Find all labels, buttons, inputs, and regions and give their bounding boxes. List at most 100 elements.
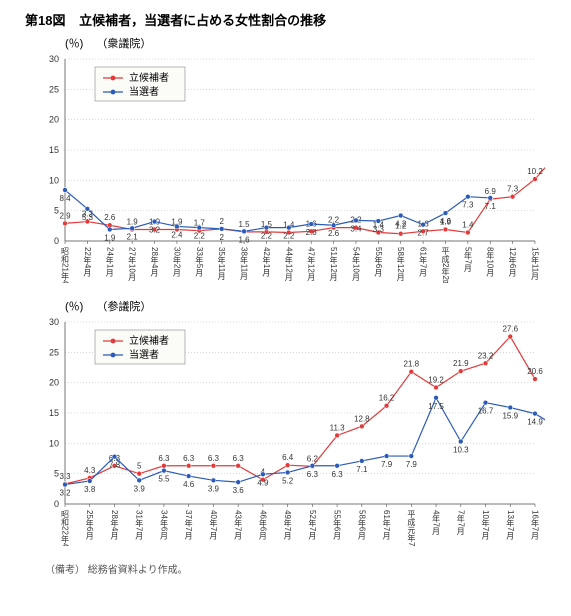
svg-text:5年7月: 5年7月 (463, 247, 472, 273)
svg-text:1.9: 1.9 (104, 233, 116, 242)
svg-text:昭和22年4月: 昭和22年4月 (61, 510, 70, 546)
svg-text:3.2: 3.2 (59, 489, 71, 498)
svg-text:34年6月: 34年6月 (159, 510, 168, 540)
figure-title: 立候補者，当選者に占める女性割合の推移 (79, 13, 326, 28)
svg-text:3.6: 3.6 (233, 486, 245, 495)
chart-canvas-2: 0 5 10 15 20 25 30 昭和22年4月 25年6月 28年4月 31年7月 34年6月 3… (25, 316, 556, 551)
svg-text:0: 0 (54, 236, 59, 246)
svg-text:54年10月: 54年10月 (351, 247, 360, 282)
svg-text:23.2: 23.2 (478, 351, 494, 360)
svg-text:37年7月: 37年7月 (184, 510, 193, 540)
svg-text:21.8: 21.8 (404, 360, 420, 369)
svg-text:19.2: 19.2 (428, 376, 444, 385)
svg-text:15: 15 (49, 408, 59, 418)
svg-text:15年11月: 15年11月 (531, 247, 540, 281)
svg-text:13年7月: 13年7月 (506, 510, 515, 540)
svg-text:61年7月: 61年7月 (382, 510, 391, 540)
svg-text:2.6: 2.6 (328, 229, 340, 238)
svg-text:28年4月: 28年4月 (110, 510, 119, 540)
svg-text:6.3: 6.3 (158, 454, 170, 463)
svg-text:44年12月: 44年12月 (284, 247, 293, 282)
svg-text:10: 10 (49, 438, 59, 448)
svg-text:平成元年7月: 平成元年7月 (407, 510, 416, 546)
svg-text:28年4月: 28年4月 (150, 247, 159, 277)
svg-text:8.4: 8.4 (59, 194, 71, 203)
svg-text:22年4月: 22年4月 (83, 247, 92, 277)
svg-text:12年6月: 12年6月 (508, 247, 517, 277)
svg-text:5: 5 (137, 462, 142, 471)
svg-text:21.9: 21.9 (453, 359, 469, 368)
svg-text:1.6: 1.6 (238, 235, 250, 244)
svg-text:7.9: 7.9 (381, 460, 393, 469)
svg-text:6.3: 6.3 (332, 470, 344, 479)
svg-text:61年7月: 61年7月 (419, 247, 428, 277)
svg-text:7.1: 7.1 (356, 465, 368, 474)
svg-text:47年12月: 47年12月 (307, 247, 316, 282)
svg-text:4.6: 4.6 (440, 217, 452, 226)
svg-text:2: 2 (219, 233, 224, 242)
svg-text:6.4: 6.4 (282, 453, 294, 462)
svg-text:6.3: 6.3 (233, 454, 245, 463)
svg-text:30年2月: 30年2月 (172, 247, 181, 277)
svg-text:15.9: 15.9 (502, 412, 518, 421)
y-axis-unit-1: (％) (65, 38, 83, 50)
svg-text:20: 20 (49, 378, 59, 388)
svg-text:12.8: 12.8 (354, 414, 370, 423)
svg-text:6.2: 6.2 (307, 454, 319, 463)
svg-text:5: 5 (54, 206, 59, 216)
svg-text:7.1: 7.1 (485, 202, 497, 211)
svg-text:16.7: 16.7 (478, 407, 494, 416)
svg-text:平成2年2月: 平成2年2月 (441, 247, 450, 283)
svg-text:3.3: 3.3 (59, 472, 71, 481)
svg-text:昭和21年4月: 昭和21年4月 (61, 247, 70, 283)
svg-text:42年1月: 42年1月 (262, 247, 271, 277)
svg-text:58年12月: 58年12月 (396, 247, 405, 282)
svg-text:30: 30 (49, 317, 59, 327)
svg-text:49年7月: 49年7月 (283, 510, 292, 540)
svg-text:2: 2 (219, 217, 224, 226)
svg-text:2.2: 2.2 (194, 232, 206, 241)
svg-text:2.4: 2.4 (171, 230, 183, 239)
svg-text:25: 25 (49, 347, 59, 357)
svg-text:6.3: 6.3 (208, 454, 220, 463)
svg-text:2.7: 2.7 (418, 229, 430, 238)
svg-text:43年7月: 43年7月 (234, 510, 243, 540)
svg-text:6.3: 6.3 (307, 470, 319, 479)
svg-text:当選者: 当選者 (129, 85, 159, 98)
svg-text:2.9: 2.9 (59, 211, 71, 220)
svg-text:25: 25 (49, 84, 59, 94)
svg-text:10年7月: 10年7月 (481, 510, 490, 540)
svg-text:5.2: 5.2 (282, 476, 294, 485)
svg-text:3.9: 3.9 (208, 484, 220, 493)
svg-text:25年6月: 25年6月 (85, 510, 94, 540)
svg-text:31年7月: 31年7月 (135, 510, 144, 540)
svg-text:27.6: 27.6 (502, 325, 518, 334)
svg-text:2.1: 2.1 (127, 232, 139, 241)
svg-text:46年6月: 46年6月 (258, 510, 267, 540)
chart-subtitle-2: （参議院） (96, 301, 151, 313)
svg-text:14.9: 14.9 (527, 418, 543, 427)
svg-text:0: 0 (54, 499, 59, 509)
figure-number: 第18図 (25, 13, 65, 28)
svg-text:3.4: 3.4 (350, 224, 362, 233)
svg-text:51年12月: 51年12月 (329, 247, 338, 282)
svg-text:6.9: 6.9 (485, 187, 497, 196)
svg-text:3.8: 3.8 (84, 485, 96, 494)
svg-text:7.3: 7.3 (462, 201, 474, 210)
svg-text:立候補者: 立候補者 (129, 334, 169, 347)
svg-text:3.2: 3.2 (149, 226, 161, 235)
svg-text:20.6: 20.6 (527, 367, 543, 376)
svg-text:6.3: 6.3 (183, 454, 195, 463)
svg-text:2.2: 2.2 (283, 232, 295, 241)
svg-text:58年6月: 58年6月 (357, 510, 366, 540)
svg-text:4.2: 4.2 (395, 220, 407, 229)
svg-text:立候補者: 立候補者 (129, 71, 169, 84)
svg-text:5: 5 (54, 469, 59, 479)
svg-text:4.9: 4.9 (257, 478, 269, 487)
svg-text:17.5: 17.5 (428, 402, 444, 411)
chart-canvas-1: 051015202530昭和21年4月22年4月24年1月27年10月28年4月… (25, 53, 556, 288)
svg-text:8年10月: 8年10月 (486, 247, 495, 277)
svg-text:27年10月: 27年10月 (128, 247, 137, 282)
svg-text:52年7月: 52年7月 (308, 510, 317, 540)
svg-text:15: 15 (49, 145, 59, 155)
